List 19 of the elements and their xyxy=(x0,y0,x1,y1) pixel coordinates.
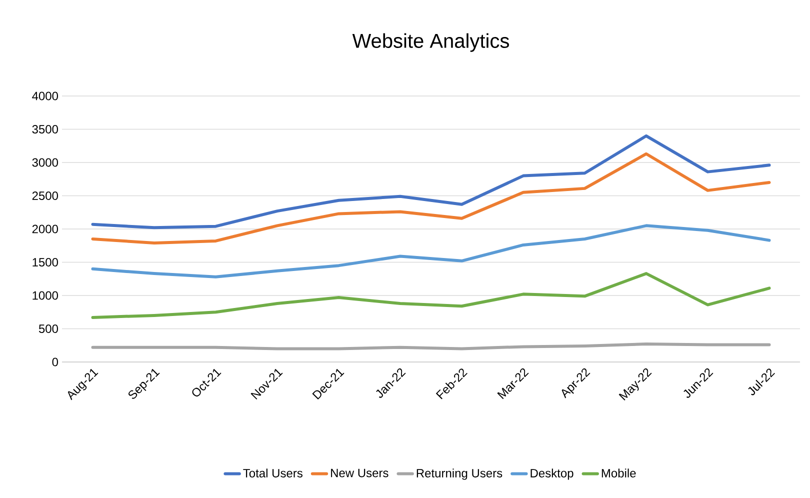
y-tick-label: 500 xyxy=(38,324,58,334)
legend-label: Returning Users xyxy=(416,468,502,480)
line-series xyxy=(91,152,771,244)
y-tick-label: 3000 xyxy=(32,158,58,167)
line-series xyxy=(91,224,771,278)
chart-title: Website Analytics xyxy=(352,33,509,52)
legend-label: New Users xyxy=(331,468,388,478)
y-tick-label: 1500 xyxy=(32,258,58,267)
y-tick-label: 3500 xyxy=(32,125,58,134)
line-series xyxy=(91,272,771,319)
y-tick-label: 1000 xyxy=(32,291,58,300)
legend-label: Desktop xyxy=(530,468,574,480)
y-tick-label: 2500 xyxy=(32,192,58,200)
legend-label: Mobile xyxy=(602,468,636,478)
y-tick-label: 4000 xyxy=(32,92,58,100)
y-tick-label: 0 xyxy=(52,358,58,366)
line-series xyxy=(91,134,771,230)
legend-label: Total Users xyxy=(243,468,302,478)
y-tick-label: 2000 xyxy=(32,224,58,234)
